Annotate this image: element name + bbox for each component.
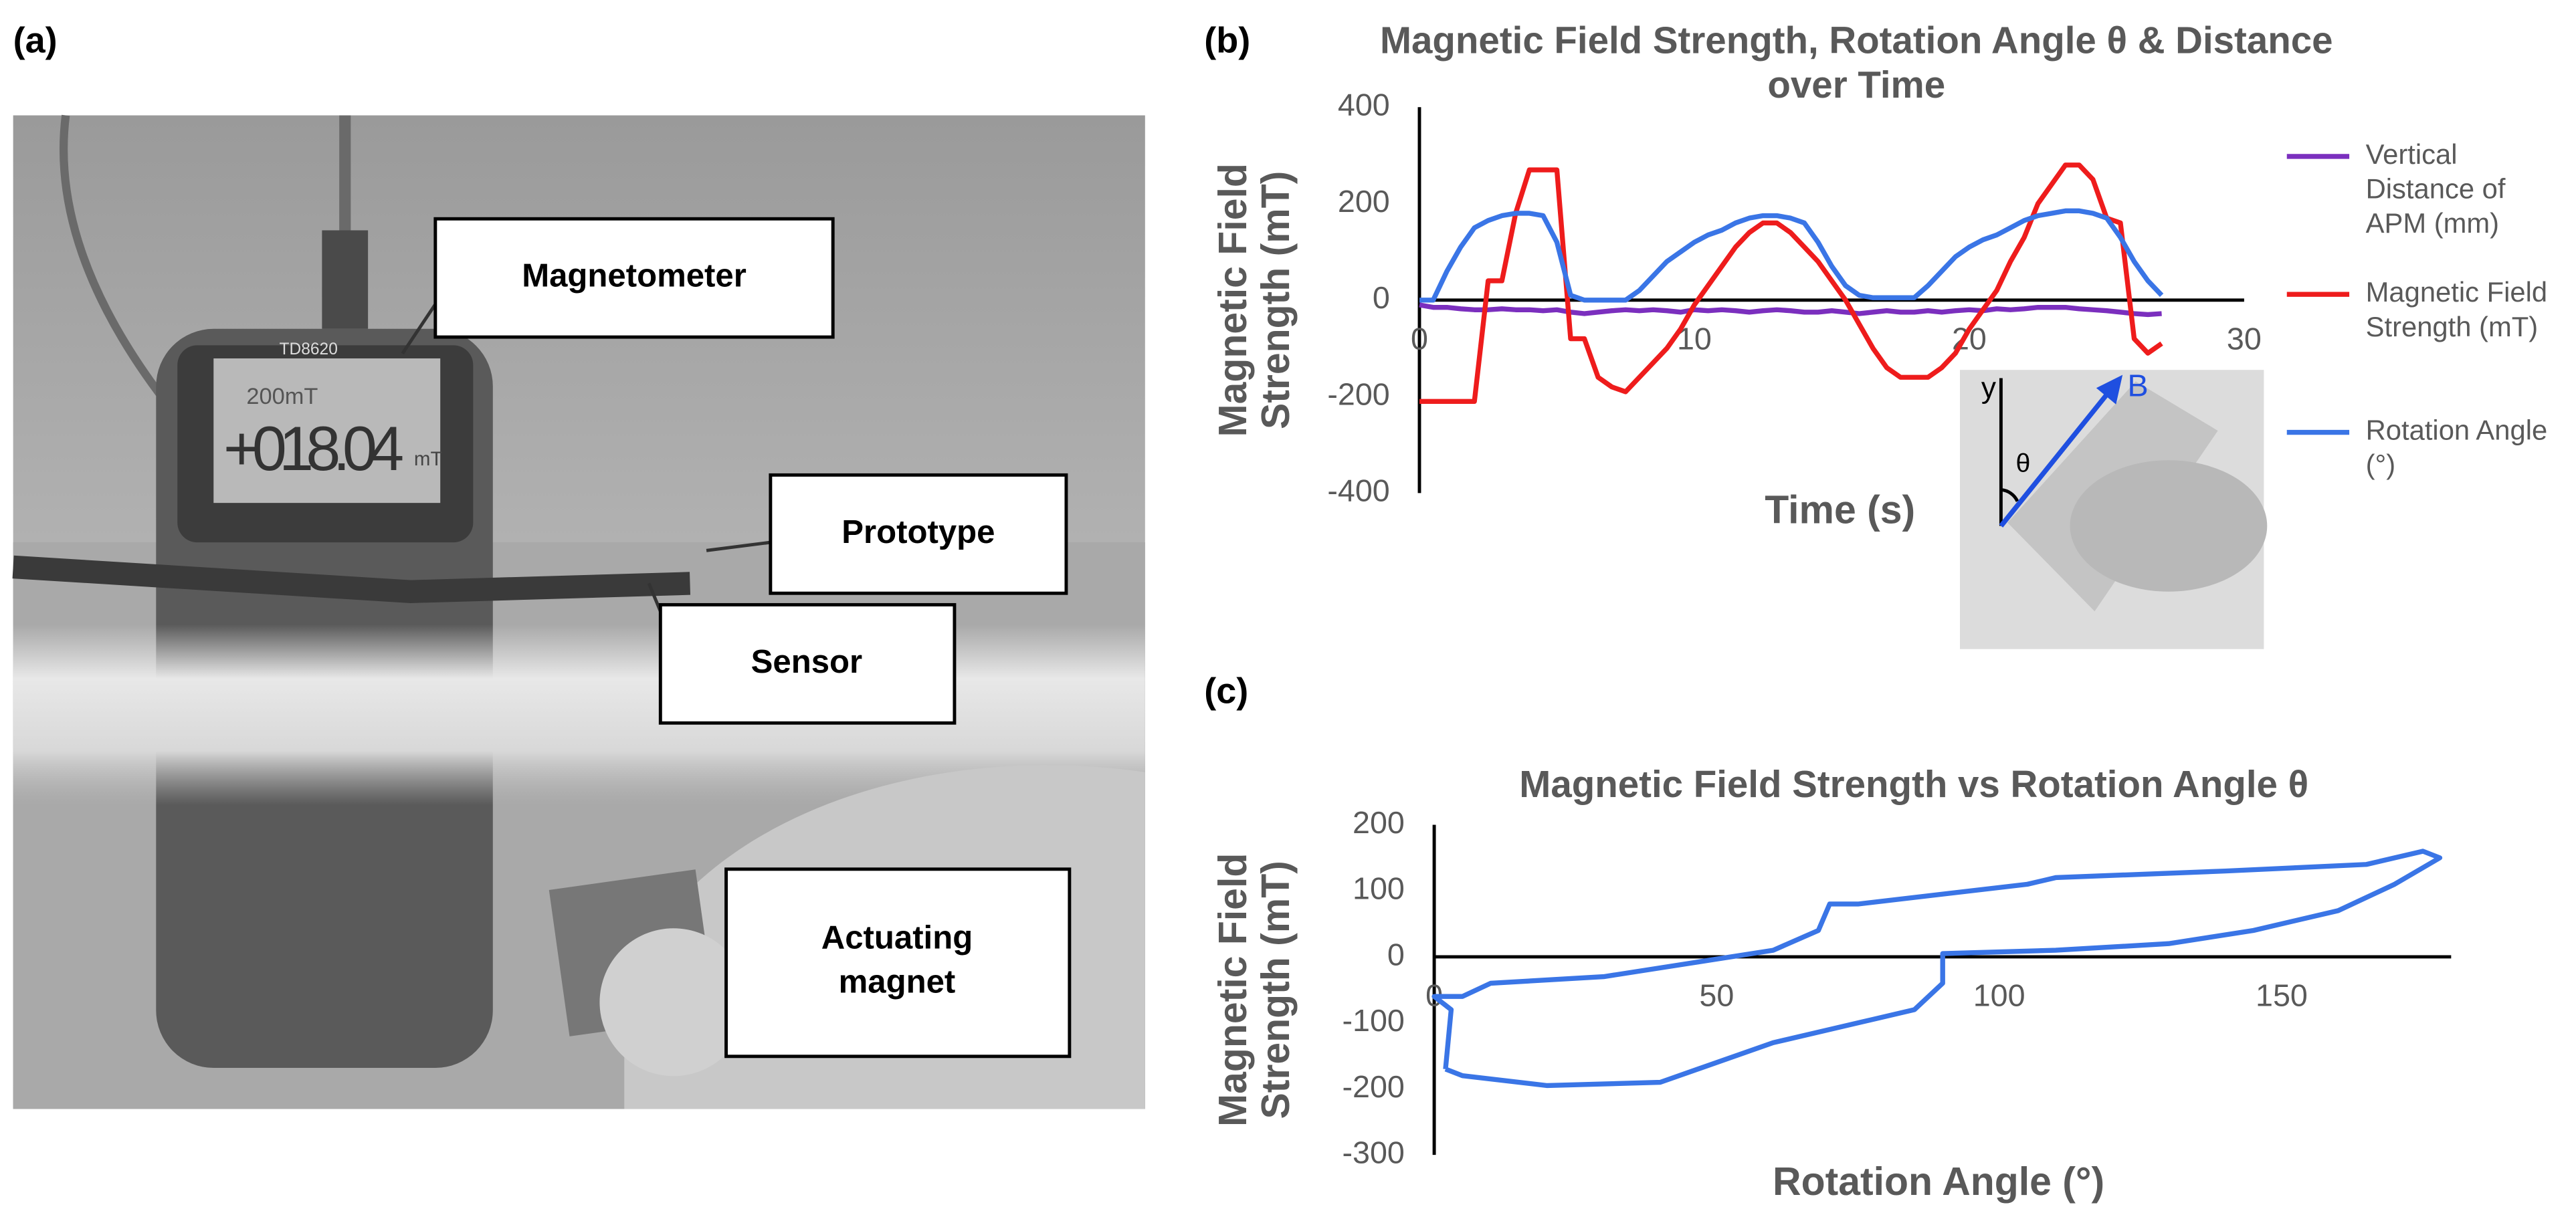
x-tick-label: 150 bbox=[2256, 978, 2308, 1013]
x-tick-label: 0 bbox=[1411, 322, 1428, 356]
y-axis-title: Magnetic FieldStrength (mT) bbox=[1211, 163, 1297, 437]
x-tick-label: 30 bbox=[2227, 322, 2262, 356]
callouts: Magnetometer Prototype Sensor Actuating m… bbox=[433, 217, 1072, 1059]
y-tick-label: -100 bbox=[1342, 1003, 1404, 1038]
legend-label: Magnetic Field Strength (mT) bbox=[2366, 276, 2548, 342]
display-model: TD8620 bbox=[280, 340, 338, 358]
y-tick-label: 400 bbox=[1338, 88, 1390, 122]
display-reading: +018.04 bbox=[223, 414, 404, 483]
callout-label: Actuating magnet bbox=[821, 919, 973, 1000]
x-tick-label: 100 bbox=[1973, 978, 2025, 1013]
y-tick-label: 0 bbox=[1387, 937, 1405, 972]
display-unit: mT bbox=[414, 448, 443, 470]
y-tick-label: 200 bbox=[1338, 184, 1390, 219]
y-tick-label: 200 bbox=[1353, 805, 1405, 840]
y-tick-label: 100 bbox=[1353, 871, 1405, 906]
x-axis-title: Rotation Angle (°) bbox=[1773, 1160, 2104, 1204]
line-series bbox=[1431, 849, 2443, 1089]
chart-title: Magnetic Field Strength, Rotation Angle … bbox=[1380, 19, 2333, 105]
legend-label: Vertical Distance of APM (mm) bbox=[2366, 138, 2506, 239]
panel-label: (a) bbox=[13, 21, 58, 61]
display-range: 200mT bbox=[246, 384, 318, 409]
inset-photo: y θ B bbox=[1960, 368, 2268, 649]
legend-label: Rotation Angle (°) bbox=[2366, 415, 2548, 481]
callout-label: Sensor bbox=[751, 644, 863, 680]
y-tick-label: 0 bbox=[1373, 280, 1390, 315]
x-axis-title: Time (s) bbox=[1765, 488, 1915, 532]
x-tick-label: 50 bbox=[1699, 978, 1734, 1013]
y-tick-label: -200 bbox=[1327, 376, 1389, 411]
line-series bbox=[1419, 302, 2162, 318]
inset-label: y bbox=[1981, 371, 1996, 404]
line-series bbox=[1419, 208, 2164, 303]
panel-label: (b) bbox=[1204, 21, 1250, 61]
y-tick-label: -300 bbox=[1342, 1135, 1404, 1170]
y-tick-label: -400 bbox=[1327, 473, 1389, 508]
y-axis-title: Magnetic FieldStrength (mT) bbox=[1211, 853, 1297, 1127]
callout-label: Magnetometer bbox=[522, 258, 747, 294]
chart-title: Magnetic Field Strength vs Rotation Angl… bbox=[1519, 763, 2308, 805]
panel-label: (c) bbox=[1204, 671, 1248, 711]
callout-label: Prototype bbox=[841, 514, 995, 550]
line-series bbox=[1419, 162, 2163, 405]
inset-label: B bbox=[2128, 368, 2149, 403]
inset-label: θ bbox=[2016, 449, 2031, 478]
y-tick-label: -200 bbox=[1342, 1069, 1404, 1104]
